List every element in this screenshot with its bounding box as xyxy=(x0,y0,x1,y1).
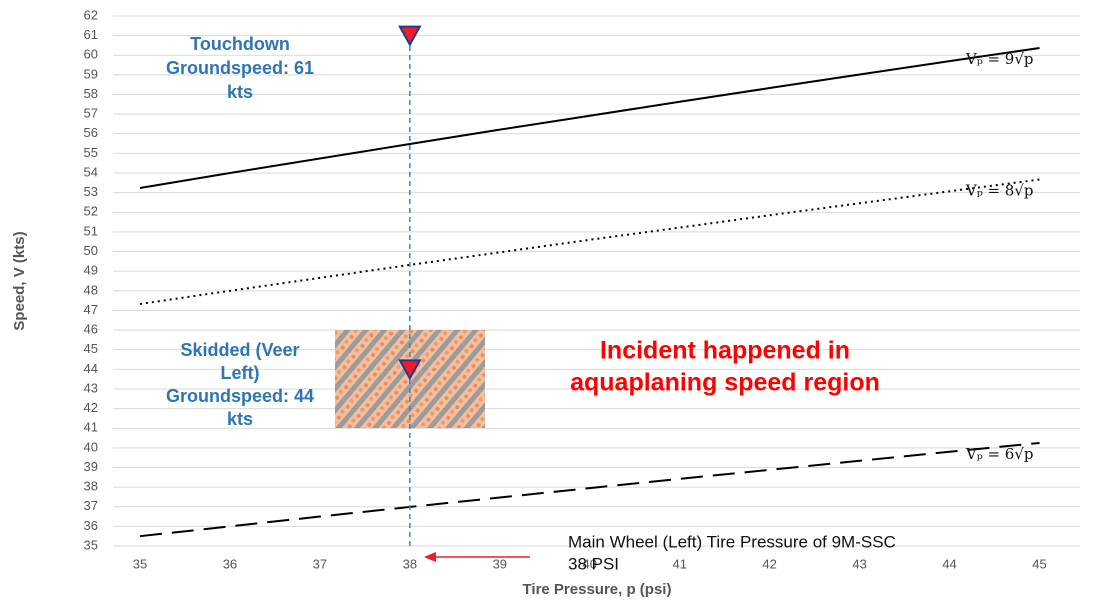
series-line xyxy=(139,441,1040,538)
y-tick-label: 46 xyxy=(84,322,98,337)
series-label: Vₚ = 8√p xyxy=(965,182,1034,200)
x-tick-label: 42 xyxy=(762,556,776,571)
y-tick-label: 59 xyxy=(84,66,98,81)
x-tick-label: 43 xyxy=(852,556,866,571)
x-axis-title: Tire Pressure, p (psi) xyxy=(523,581,672,598)
annotation-skidded: Skidded (Veer xyxy=(180,340,299,360)
annotation-skidded: Left) xyxy=(221,363,260,383)
y-tick-label: 51 xyxy=(84,223,98,238)
y-tick-label: 42 xyxy=(84,400,98,415)
y-tick-label: 37 xyxy=(84,498,98,513)
annotation-touchdown: Groundspeed: 61 xyxy=(166,58,314,78)
y-tick-label: 61 xyxy=(84,27,98,42)
y-tick-label: 43 xyxy=(84,380,98,395)
y-tick-label: 58 xyxy=(84,86,98,101)
y-tick-label: 40 xyxy=(84,439,98,454)
y-tick-label: 54 xyxy=(84,164,98,179)
y-tick-label: 52 xyxy=(84,204,98,219)
y-tick-label: 36 xyxy=(84,518,98,533)
series-line xyxy=(139,47,1040,189)
annotation-skidded: kts xyxy=(227,409,253,429)
annotation-skidded: Groundspeed: 44 xyxy=(166,386,314,406)
y-tick-label: 60 xyxy=(84,47,98,62)
y-tick-label: 62 xyxy=(84,7,98,22)
x-tick-label: 41 xyxy=(672,556,686,571)
y-tick-label: 35 xyxy=(84,537,98,552)
x-tick-label: 35 xyxy=(133,556,147,571)
annotation-incident: aquaplaning speed region xyxy=(570,369,880,397)
y-tick-label: 41 xyxy=(84,420,98,435)
y-tick-label: 39 xyxy=(84,459,98,474)
y-tick-label: 47 xyxy=(84,302,98,317)
y-axis-title: Speed, V (kts) xyxy=(11,231,28,330)
y-tick-label: 50 xyxy=(84,243,98,258)
series-line xyxy=(139,178,1040,305)
y-tick-label: 57 xyxy=(84,106,98,121)
x-tick-label: 39 xyxy=(493,556,507,571)
annotation-tire: 38 PSI xyxy=(568,554,619,573)
x-tick-label: 40 xyxy=(583,556,597,571)
x-tick-label: 36 xyxy=(223,556,237,571)
series-label: Vₚ = 6√p xyxy=(965,445,1034,463)
x-tick-label: 45 xyxy=(1032,556,1046,571)
arrow-head xyxy=(424,552,436,562)
y-tick-label: 45 xyxy=(84,341,98,356)
y-tick-label: 38 xyxy=(84,479,98,494)
y-tick-label: 55 xyxy=(84,145,98,160)
y-tick-label: 48 xyxy=(84,282,98,297)
marker xyxy=(398,359,422,381)
marker xyxy=(398,25,422,47)
y-tick-label: 56 xyxy=(84,125,98,140)
y-tick-label: 53 xyxy=(84,184,98,199)
annotation-incident: Incident happened in xyxy=(600,337,850,365)
annotation-touchdown: kts xyxy=(227,82,253,102)
x-tick-label: 38 xyxy=(403,556,417,571)
x-tick-label: 44 xyxy=(942,556,956,571)
annotation-tire: Main Wheel (Left) Tire Pressure of 9M-SS… xyxy=(568,532,896,551)
y-tick-label: 49 xyxy=(84,263,98,278)
x-tick-label: 37 xyxy=(313,556,327,571)
annotation-touchdown: Touchdown xyxy=(190,34,290,54)
y-tick-label: 44 xyxy=(84,361,98,376)
series-label: Vₚ = 9√p xyxy=(965,50,1034,68)
